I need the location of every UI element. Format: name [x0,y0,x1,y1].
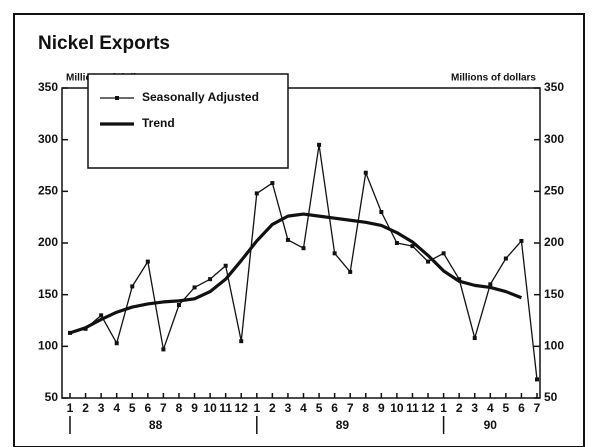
y2-tick-label: 200 [544,235,564,249]
x-tick-label: 4 [487,401,494,415]
trend-line [69,212,523,335]
data-point [472,336,477,341]
data-point [145,259,150,264]
x-tick-label: 11 [219,401,232,415]
x-tick-label: 3 [471,401,478,415]
y2-axis-label: Millions of dollars [451,73,536,84]
x-tick-label: 6 [331,401,338,415]
data-point [161,347,166,352]
year-label: 89 [336,418,350,432]
data-point [239,339,244,344]
data-point [208,277,213,282]
data-point [457,277,462,282]
x-tick-label: 2 [82,401,89,415]
data-point [301,246,306,251]
x-tick-label: 4 [113,401,120,415]
y2-tick-label: 100 [544,339,564,353]
data-point [130,284,135,289]
data-line [69,144,538,380]
data-point [394,241,399,245]
x-tick-label: 8 [362,401,369,415]
data-point [285,237,290,242]
x-tick-label: 10 [203,401,217,415]
data-point [441,251,446,256]
year-label: 90 [484,418,498,432]
y-tick-label: 350 [38,80,58,94]
data-point [410,244,415,249]
x-tick-label: 1 [67,401,74,415]
x-tick-label: 11 [406,401,419,415]
y2-tick-label: 50 [544,390,558,404]
x-tick-label: 7 [160,401,167,415]
frame [13,13,585,447]
y-tick-label: 150 [38,287,58,301]
x-tick-label: 3 [285,401,292,415]
x-tick-label: 4 [300,401,307,415]
legend-marker [115,96,119,100]
y-tick-label: 50 [45,390,59,404]
data-point [192,285,197,290]
x-tick-label: 6 [144,401,151,415]
legend-label: Trend [142,116,175,130]
data-point [519,238,524,243]
x-tick-label: 5 [503,401,510,415]
y-tick-label: 300 [38,132,58,146]
x-tick-label: 1 [440,401,447,415]
data-point [363,170,368,175]
x-tick-label: 2 [269,401,276,415]
y-tick-label: 100 [38,339,58,353]
y2-tick-label: 150 [544,287,564,301]
data-point [488,282,493,287]
data-point [348,269,353,274]
x-tick-label: 9 [378,401,385,415]
x-tick-label: 12 [421,401,435,415]
x-tick-label: 10 [390,401,404,415]
x-tick-label: 12 [235,401,249,415]
x-tick-label: 7 [534,401,541,415]
data-point [270,181,275,186]
y-tick-label: 200 [38,235,58,249]
x-tick-label: 3 [98,401,105,415]
data-point [254,191,259,196]
year-label: 88 [149,418,163,432]
x-tick-label: 9 [191,401,198,415]
y2-tick-label: 350 [544,80,564,94]
x-tick-label: 2 [456,401,463,415]
x-tick-label: 5 [129,401,136,415]
x-tick-label: 6 [518,401,525,415]
data-point [332,251,337,256]
data-point [379,210,384,214]
legend-box [87,73,289,169]
x-tick-label: 1 [253,401,260,415]
x-tick-label: 7 [347,401,354,415]
chart-title: Nickel Exports [38,33,170,54]
data-point [535,377,539,382]
data-point [317,142,322,147]
x-tick-label: 5 [316,401,323,415]
data-point [99,313,104,318]
x-tick-label: 8 [176,401,183,415]
legend-label: Seasonally Adjusted [142,90,259,104]
data-point [503,256,508,261]
y2-tick-label: 250 [544,184,564,198]
y2-tick-label: 300 [544,132,564,146]
data-point [223,263,228,268]
data-point [176,303,181,307]
data-point [114,341,119,346]
y-tick-label: 250 [38,184,58,198]
data-point [426,259,431,264]
